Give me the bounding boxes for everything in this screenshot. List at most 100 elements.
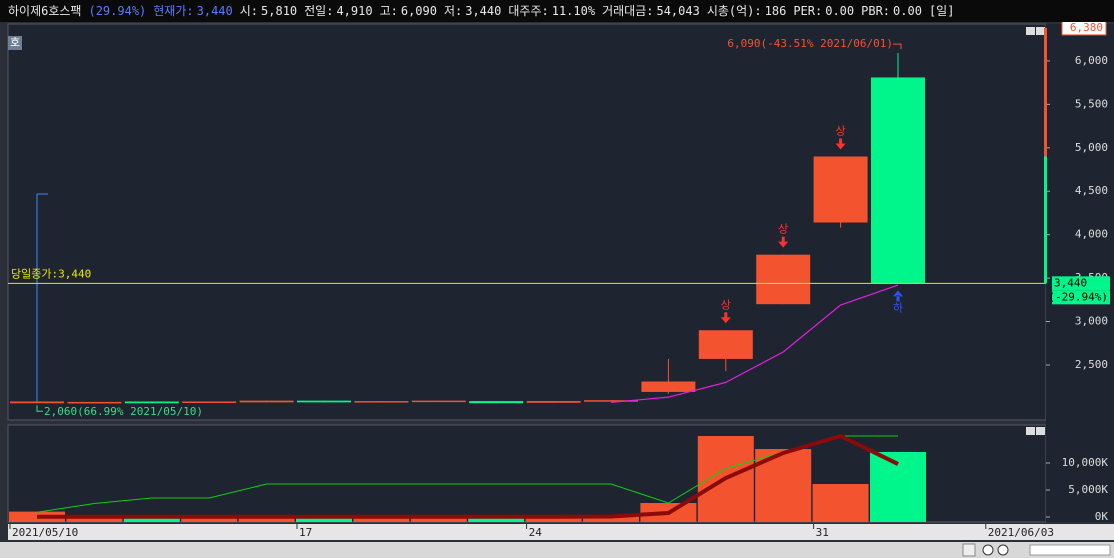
candle-body: [526, 401, 581, 403]
candle-body: [182, 401, 237, 403]
field-label: 현재가:: [153, 4, 194, 18]
volume-ma-line: [37, 433, 899, 519]
field-label: 시:: [239, 4, 259, 18]
marker-label: 상: [778, 223, 788, 236]
mode-button-label: 호: [10, 36, 20, 49]
zoom-in[interactable]: [997, 544, 1009, 556]
candle-body: [354, 401, 409, 403]
zoom-slider[interactable]: [1029, 544, 1111, 556]
top-price: 6,380: [1070, 22, 1103, 34]
y-tick-label: 10,000K: [1062, 456, 1109, 469]
candle-body: [239, 400, 294, 403]
stock-name: 하이제6호스팩: [8, 4, 82, 18]
x-tick-label: 17: [299, 526, 312, 539]
ma-line: [610, 284, 899, 403]
candle-body: [813, 156, 868, 223]
marker-arrow: [778, 236, 789, 248]
y-tick-label: 2,500: [1075, 358, 1108, 371]
field-label: 대주주:: [508, 4, 549, 18]
y-tick-label: 5,000: [1075, 141, 1108, 154]
candle-body: [297, 400, 351, 403]
candle-body: [10, 401, 64, 404]
candle-body: [698, 330, 753, 359]
price: 3,440: [1054, 276, 1087, 289]
field-label: 거래대금:: [602, 4, 654, 18]
field-label: 고:: [379, 4, 398, 18]
volume-bar: [66, 516, 123, 522]
candle-body: [871, 77, 925, 284]
field-label: PER:: [793, 4, 823, 18]
y-tick-label: 3,000: [1075, 315, 1108, 328]
date-axis-right: [1046, 524, 1114, 540]
high-label-arrow: [893, 43, 902, 50]
field-value: 4,910: [336, 4, 373, 18]
top-price-box: [1061, 22, 1107, 36]
marker-label: 상: [836, 124, 846, 137]
date-axis: [8, 524, 1046, 540]
volume-bar: [238, 516, 295, 522]
volume-bar: [583, 516, 639, 522]
scrollbar[interactable]: [0, 542, 1114, 558]
candle-body: [641, 381, 696, 392]
field-value: 186: [764, 4, 787, 18]
y-tick-label: 4,000: [1075, 228, 1108, 241]
mode-button[interactable]: [8, 36, 22, 50]
candle-body: [584, 400, 638, 402]
change-box: [1052, 290, 1110, 305]
x-tick-label: 31: [816, 526, 829, 539]
price-strip: [1044, 27, 1047, 157]
marker-arrow: [720, 312, 731, 324]
candle-body: [469, 401, 524, 404]
low-label: 2,060(66.99% 2021/05/10): [44, 405, 203, 418]
candle-body: [411, 400, 466, 403]
volume-bar: [468, 516, 525, 522]
x-tick-label: 2021/05/10: [12, 526, 78, 539]
field-value: 54,043: [656, 4, 700, 18]
low-label-arrow: [36, 405, 43, 412]
candle-body: [67, 401, 122, 404]
field-value: 6,090: [400, 4, 437, 18]
x-tick-label: 2021/06/03: [988, 526, 1054, 539]
y-tick-label: 6,000: [1075, 54, 1108, 67]
change-rate: (29.94%): [88, 4, 147, 18]
scroll-right[interactable]: [962, 543, 976, 557]
price-strip: [1044, 156, 1047, 284]
close-line-label: 당일종가:3,440: [11, 266, 91, 280]
candle-body: [124, 401, 179, 404]
panel-button[interactable]: [1036, 427, 1045, 435]
field-value: 3,440: [196, 4, 233, 18]
volume-bar: [812, 484, 869, 522]
chart: 호 상상상하2,5003,0003,5004,0004,5005,0005,50…: [0, 22, 1114, 558]
marker-arrow: [835, 138, 846, 150]
volume-bar: [353, 516, 410, 522]
marker-label: 하: [893, 300, 903, 314]
field-value: 0.00: [893, 4, 922, 18]
period: [일]: [928, 4, 955, 18]
field-value: 5,810: [261, 4, 298, 18]
volume-ma-line: [36, 435, 898, 513]
header-bar: 하이제6호스팩 (29.94%) 현재가: 3,440 시: 5,810 전일: 4,910 고…: [0, 0, 1114, 22]
volume-bar: [296, 516, 352, 522]
panel-button[interactable]: [1026, 427, 1035, 435]
field-value: 0.00: [825, 4, 855, 18]
y-tick-label: 0K: [1095, 510, 1109, 523]
panel-button[interactable]: [1026, 27, 1035, 35]
panel-button[interactable]: [1036, 27, 1045, 35]
change: (-29.94%): [1048, 290, 1108, 303]
volume-plot: [9, 433, 926, 522]
x-tick-label: 24: [529, 526, 543, 539]
field-label: PBR:: [861, 4, 891, 18]
volume-bar: [181, 516, 238, 522]
marker-label: 상: [721, 298, 731, 311]
y-tick-label: 4,500: [1075, 184, 1108, 197]
field-value: 11.10%: [551, 4, 596, 18]
axis-panel: [1046, 24, 1114, 522]
field-value: 3,440: [465, 4, 502, 18]
zoom-out[interactable]: [982, 544, 994, 556]
field-label: 저:: [443, 4, 463, 18]
volume-bar: [123, 516, 180, 522]
volume-bar: [410, 516, 467, 522]
field-label: 전일:: [304, 4, 334, 18]
